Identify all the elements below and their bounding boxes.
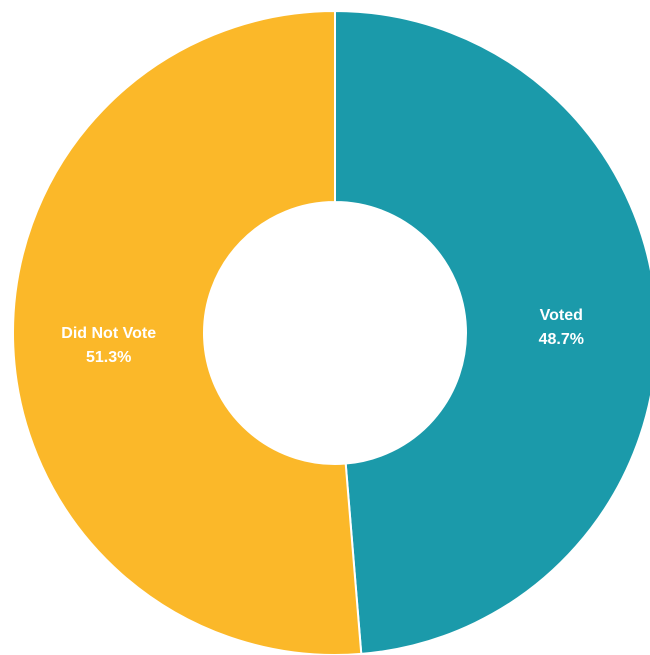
slice-percent: 51.3% [86,349,131,366]
slice-label-did-not-vote: Did Not Vote 51.3% [61,325,156,366]
slice-name: Voted [540,307,583,324]
slice-name: Did Not Vote [61,325,156,342]
slice-voted [334,9,650,655]
slice-percent: 48.7% [539,331,584,348]
slice-did-not-vote [11,9,363,655]
slice-label-voted: Voted 48.7% [539,307,584,348]
